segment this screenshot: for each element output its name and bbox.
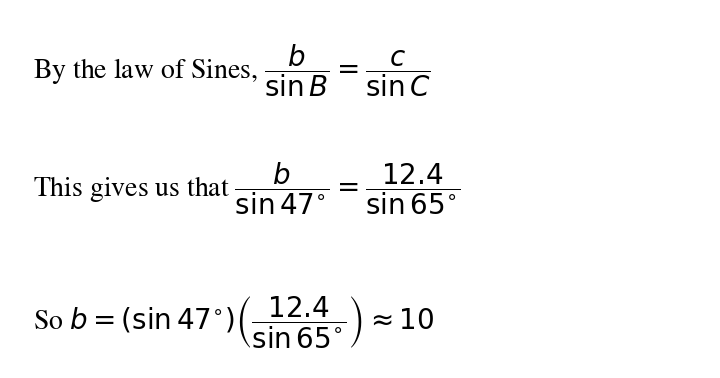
Text: So $b = (\sin 47^{\circ})\left(\dfrac{12.4}{\sin 65^{\circ}}\right) \approx 10$: So $b = (\sin 47^{\circ})\left(\dfrac{12… <box>32 294 434 350</box>
Text: This gives us that $\dfrac{b}{\sin 47^{\circ}} = \dfrac{12.4}{\sin 65^{\circ}}$: This gives us that $\dfrac{b}{\sin 47^{\… <box>32 161 460 217</box>
Text: By the law of Sines, $\dfrac{b}{\sin B} = \dfrac{c}{\sin C}$: By the law of Sines, $\dfrac{b}{\sin B} … <box>32 42 431 99</box>
